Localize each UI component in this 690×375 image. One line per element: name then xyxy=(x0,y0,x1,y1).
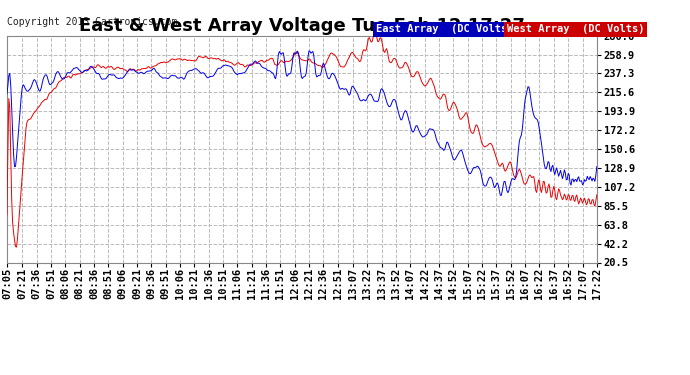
Title: East & West Array Voltage Tue Feb 12 17:27: East & West Array Voltage Tue Feb 12 17:… xyxy=(79,18,525,36)
Text: West Array  (DC Volts): West Array (DC Volts) xyxy=(507,24,644,34)
Text: Copyright 2013 Cartronics.com: Copyright 2013 Cartronics.com xyxy=(7,18,177,27)
Text: East Array  (DC Volts): East Array (DC Volts) xyxy=(376,24,513,34)
